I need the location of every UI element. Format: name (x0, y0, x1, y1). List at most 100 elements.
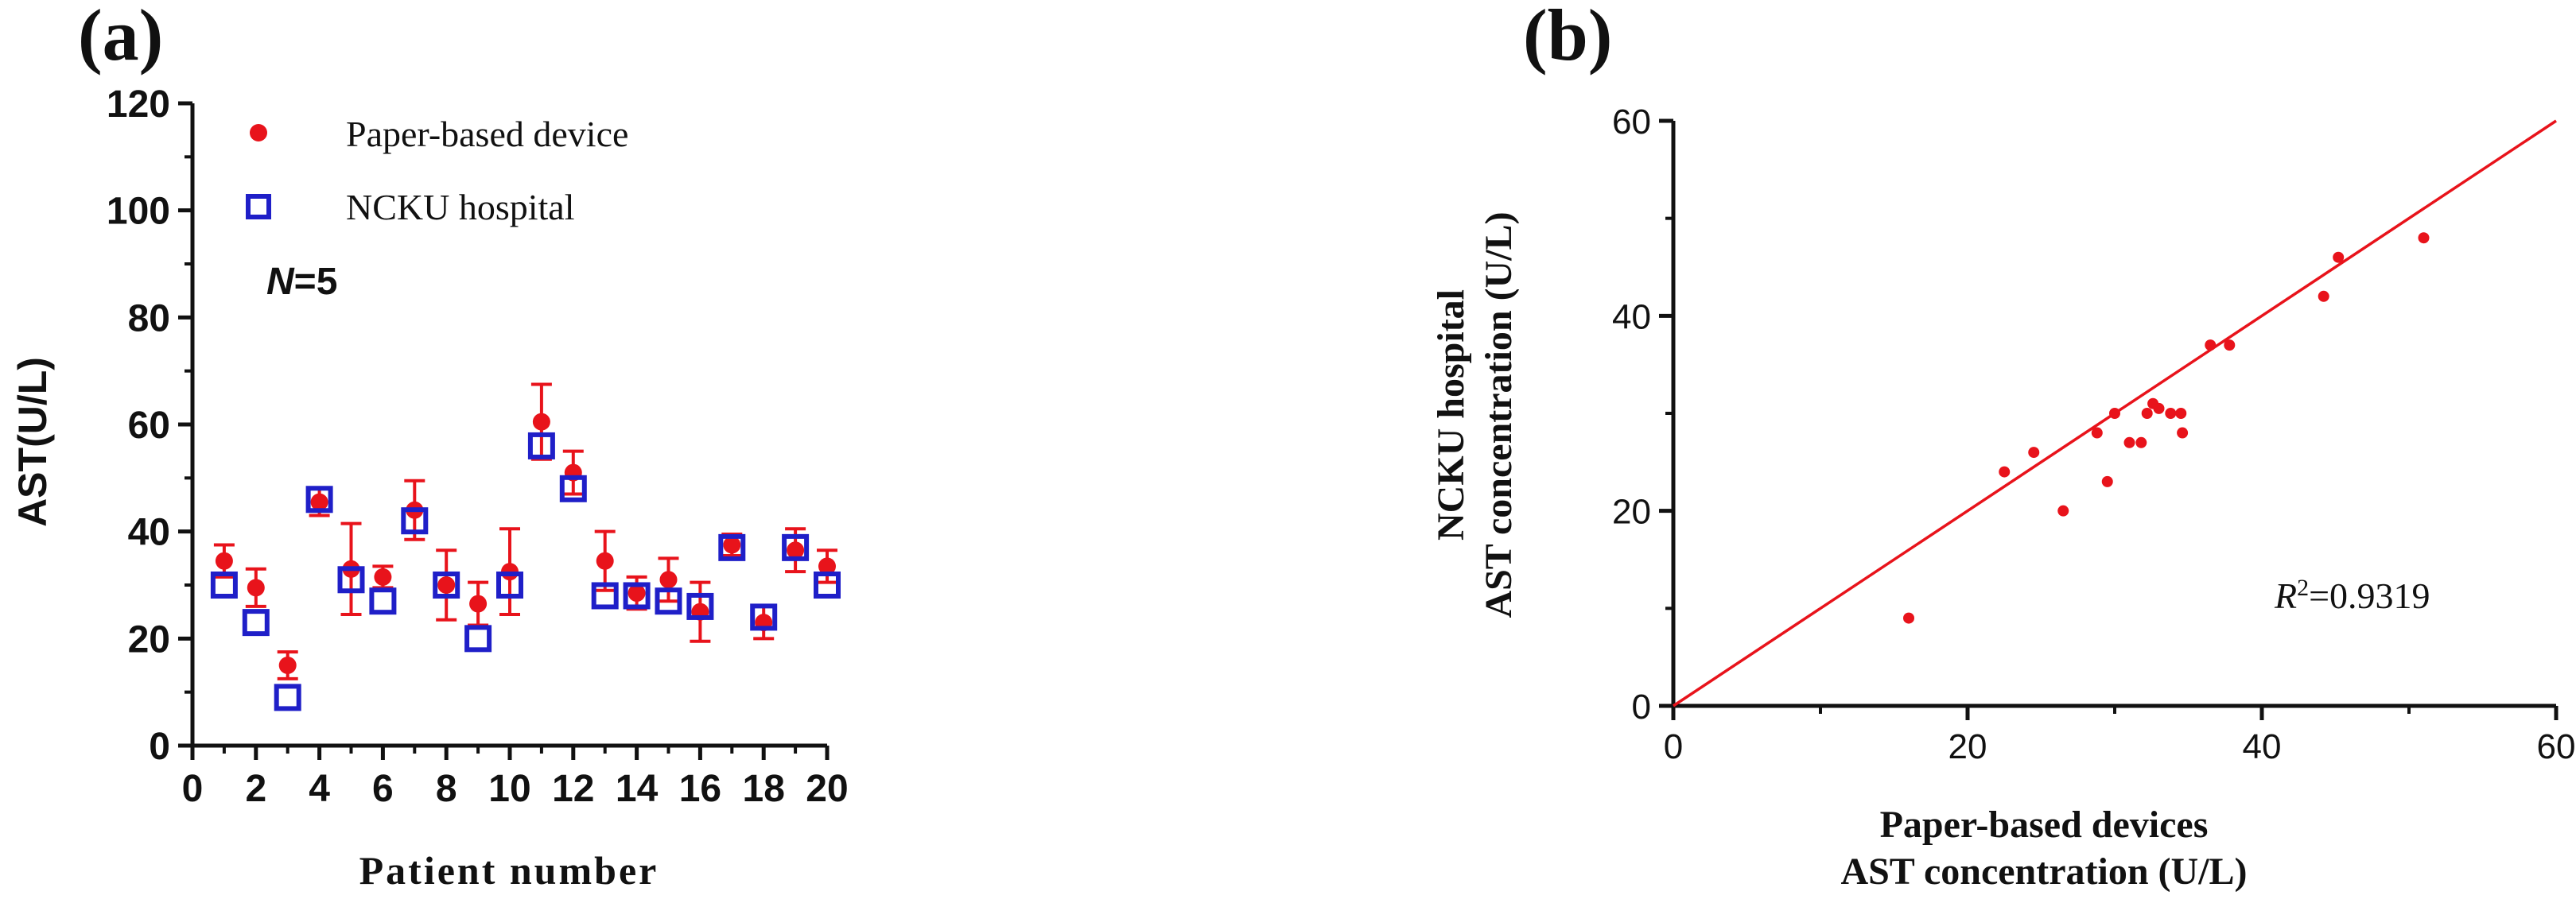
panel-a-y-axis-label: AST(U/L) (10, 357, 55, 527)
correlation-point (2028, 447, 2040, 459)
paper-point (469, 595, 488, 613)
panel-b-points (1903, 232, 2430, 624)
y-tick-label: 20 (128, 618, 170, 661)
correlation-point (2123, 436, 2135, 448)
correlation-point (2101, 475, 2113, 487)
hospital-point (655, 587, 682, 615)
paper-point (437, 576, 456, 594)
paper-point (787, 541, 805, 560)
y-tick-label: 0 (149, 726, 170, 768)
x-tick-label: 40 (2243, 727, 2282, 766)
hospital-point (750, 603, 778, 631)
x-tick-label: 8 (436, 768, 457, 810)
correlation-point (2177, 427, 2189, 439)
x-tick-label: 60 (2537, 727, 2576, 766)
correlation-point (1903, 612, 1914, 624)
hospital-point (782, 533, 810, 561)
panel-b-x-axis-label-line2: AST concentration (U/L) (1840, 851, 2247, 893)
legend-paper-label: Paper-based device (346, 114, 628, 154)
y-tick-label: 0 (1632, 688, 1651, 727)
correlation-point (2318, 290, 2329, 302)
panel-b-label: (b) (1523, 0, 1612, 76)
panel-a-legend: Paper-based device NCKU hospital (246, 114, 628, 227)
hospital-point (464, 625, 492, 653)
correlation-point (2109, 408, 2120, 419)
legend-hospital-marker (246, 194, 271, 219)
correlation-point (2141, 408, 2153, 419)
x-tick-label: 10 (488, 768, 530, 810)
x-tick-label: 0 (182, 768, 204, 810)
correlation-point (2135, 436, 2147, 448)
x-tick-label: 16 (679, 768, 721, 810)
legend-paper-marker (250, 124, 267, 141)
correlation-point (2175, 408, 2187, 419)
y-tick-label: 120 (107, 83, 170, 126)
sample-size-annotation: N=5 (266, 261, 337, 303)
y-tick-label: 40 (128, 512, 170, 554)
panel-b-y-ticks: 0 20 40 60 (1612, 103, 1673, 727)
hospital-point (369, 587, 397, 615)
r-squared-annotation: R2=0.9319 (2274, 575, 2430, 617)
correlation-point (2333, 251, 2345, 263)
paper-point (247, 579, 265, 597)
correlation-point (1999, 466, 2011, 478)
correlation-point (2205, 339, 2217, 351)
x-tick-label: 2 (245, 768, 266, 810)
paper-point (659, 571, 678, 589)
hospital-point (496, 572, 523, 599)
x-tick-label: 20 (1949, 727, 1987, 766)
paper-point (596, 552, 614, 570)
correlation-point (2057, 505, 2069, 517)
correlation-point (2091, 427, 2103, 439)
hospital-point (559, 475, 587, 502)
panel-a-y-ticks: 0 20 40 60 80 100 120 (107, 83, 192, 768)
hospital-point (337, 566, 365, 594)
panel-a-error-bars (213, 382, 837, 680)
x-tick-label: 4 (309, 768, 330, 810)
x-tick-label: 0 (1664, 727, 1683, 766)
y-tick-label: 80 (128, 297, 170, 339)
paper-point (374, 568, 392, 586)
paper-point (818, 557, 836, 576)
hospital-point (591, 582, 619, 610)
paper-point (532, 413, 550, 431)
paper-point (627, 584, 646, 603)
hospital-point (242, 609, 270, 637)
hospital-point (686, 592, 714, 620)
correlation-point (2153, 402, 2165, 414)
hospital-point (433, 572, 460, 599)
x-tick-label: 12 (552, 768, 594, 810)
y-tick-label: 60 (1612, 103, 1651, 141)
hospital-point (623, 582, 651, 610)
hospital-point (718, 533, 746, 561)
panel-b: (b) 0 20 40 60 0 20 40 60 R2=0.9319 Paper-base… (1430, 0, 2575, 893)
y-tick-label: 40 (1612, 297, 1651, 336)
correlation-point (2418, 232, 2430, 244)
panel-a-x-axis-label: Patient number (359, 848, 659, 893)
panel-b-x-axis-label-line1: Paper-based devices (1880, 804, 2209, 846)
x-tick-label: 18 (743, 768, 785, 810)
hospital-point (210, 572, 238, 599)
panel-a-label: (a) (78, 0, 163, 76)
hospital-point (814, 572, 841, 599)
panel-b-x-ticks: 0 20 40 60 (1664, 706, 2576, 766)
panel-a-x-ticks: 0 2 4 6 8 10 12 14 16 18 20 (182, 746, 849, 810)
hospital-point (527, 432, 555, 459)
hospital-point (401, 507, 429, 535)
y-tick-label: 20 (1612, 493, 1651, 532)
correlation-point (2165, 408, 2177, 419)
y-tick-label: 100 (107, 191, 170, 233)
paper-point (215, 552, 233, 570)
legend-hospital-label: NCKU hospital (346, 187, 575, 227)
y-tick-label: 60 (128, 405, 170, 447)
hospital-point (305, 486, 333, 514)
x-tick-label: 20 (806, 768, 848, 810)
paper-point (723, 536, 741, 554)
paper-point (310, 493, 328, 511)
x-tick-label: 14 (616, 768, 659, 810)
x-tick-label: 6 (372, 768, 394, 810)
panel-b-y-axis-label-line1: NCKU hospital (1430, 289, 1472, 541)
panel-a-hospital-points (210, 432, 841, 711)
